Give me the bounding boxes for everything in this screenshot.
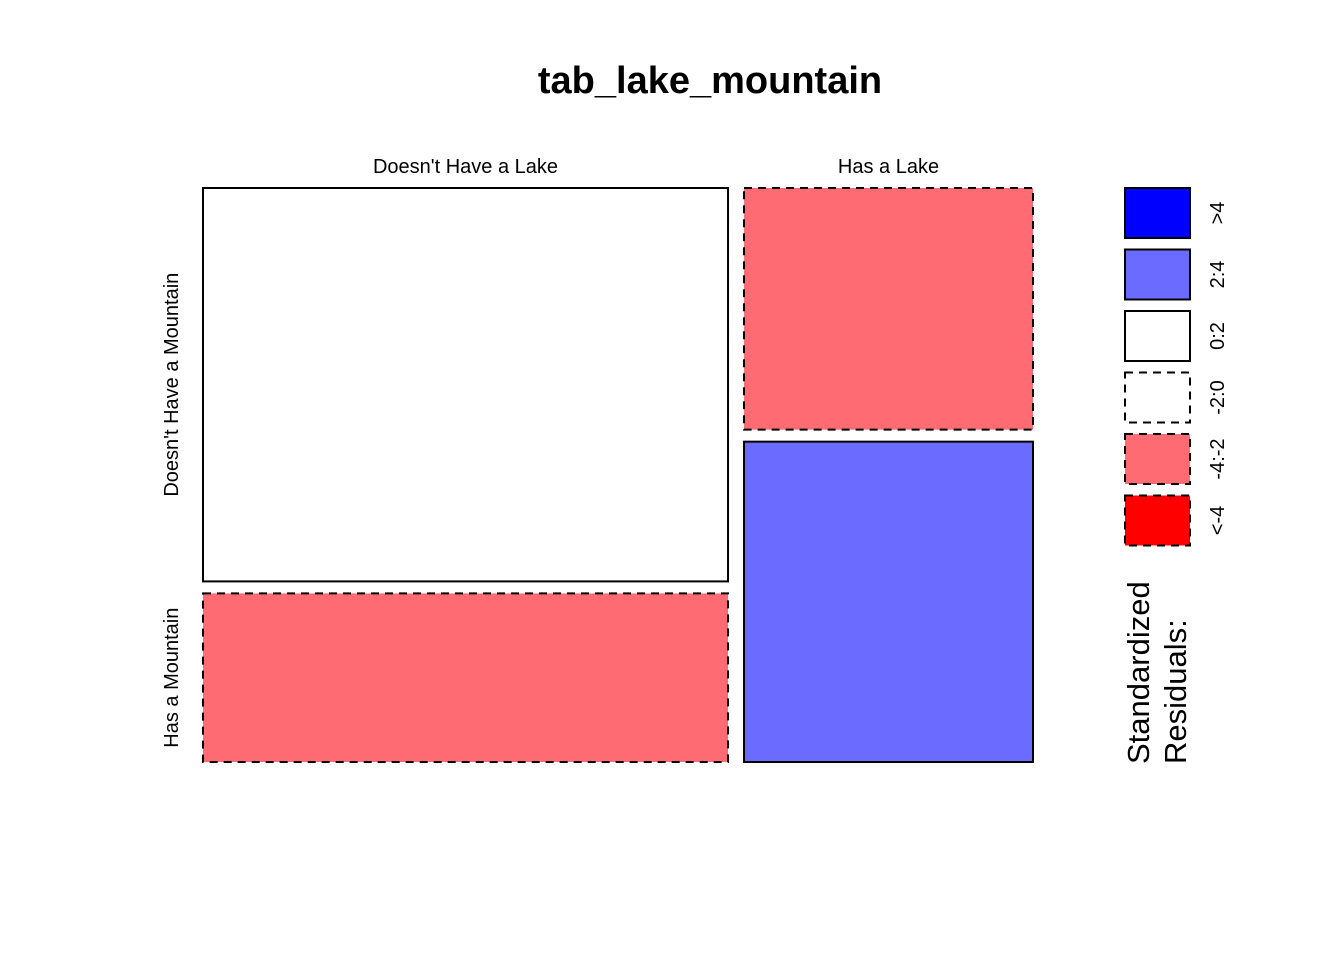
legend-title-line-1: Standardized [1121,581,1156,764]
legend-swatch-4 [1124,371,1191,424]
tile-doesn-t-have-a-lake-has-a-mountain [202,592,730,764]
column-label-has-a-lake: Has a Lake [838,156,939,178]
legend-title: Standardized Residuals: [1121,573,1193,764]
legend-swatch-3 [1124,310,1191,362]
legend-title-line-2: Residuals: [1158,619,1193,764]
legend-label-6: <-4 [1207,506,1229,535]
legend-label-4: -2:0 [1207,380,1229,414]
legend-label-1: >4 [1207,202,1229,225]
legend-swatch-5 [1124,433,1191,485]
legend-label-5: -4:-2 [1207,438,1229,479]
legend-entries: >4 2:4 0:2 -2:0 -4:-2 <-4 [1124,187,1229,547]
column-labels: Doesn't Have a Lake Has a Lake [373,156,939,178]
legend-label-2: 2:4 [1207,261,1229,289]
chart-title: tab_lake_mountain [538,60,882,102]
legend-swatch-6 [1124,494,1191,547]
legend-swatch-1 [1124,187,1191,239]
tile-has-a-lake-has-a-mountain [743,440,1035,763]
tile-doesn-t-have-a-lake-doesn-t-have-a-mountain [202,187,730,583]
tile-has-a-lake-doesn-t-have-a-mountain [743,187,1035,431]
row-label-has-a-mountain: Has a Mountain [161,608,183,748]
legend: >4 2:4 0:2 -2:0 -4:-2 <-4 Standardized Residu… [1121,187,1229,764]
column-label-doesn-t-have-a-lake: Doesn't Have a Lake [373,156,558,178]
mosaic-tiles [202,187,1035,764]
legend-label-3: 0:2 [1207,322,1229,350]
row-labels: Doesn't Have a Mountain Has a Mountain [161,273,183,748]
row-label-doesn-t-have-a-mountain: Doesn't Have a Mountain [161,273,183,497]
legend-swatch-2 [1124,248,1191,301]
